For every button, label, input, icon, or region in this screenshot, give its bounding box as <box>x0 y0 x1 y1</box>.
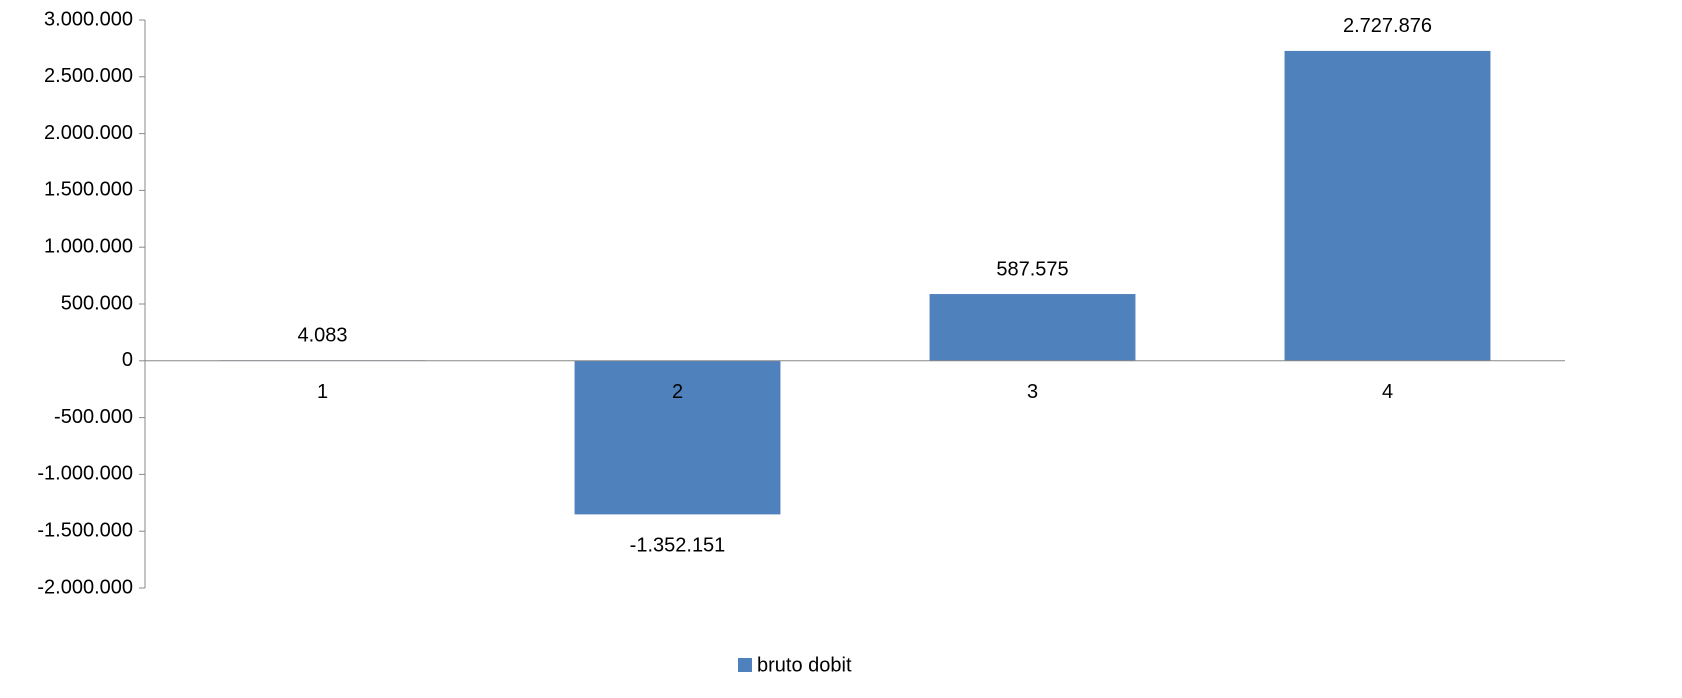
y-tick-label: 2.500.000 <box>44 65 133 87</box>
x-tick-label: 4 <box>1382 381 1393 403</box>
y-tick-label: -2.000.000 <box>37 576 133 598</box>
bar <box>929 294 1136 361</box>
y-tick-label: 500.000 <box>61 292 133 314</box>
bar <box>574 360 781 515</box>
y-tick-label: -1.500.000 <box>37 519 133 541</box>
x-tick-label: 3 <box>1027 381 1038 403</box>
y-tick-label: 2.000.000 <box>44 122 133 144</box>
y-tick-label: 3.000.000 <box>44 8 133 30</box>
data-label: 4.083 <box>297 325 347 347</box>
bar <box>1284 50 1491 361</box>
data-label: -1.352.151 <box>630 535 726 557</box>
y-tick-label: 1.000.000 <box>44 235 133 257</box>
data-label: 2.727.876 <box>1343 15 1432 37</box>
y-tick-label: 1.500.000 <box>44 179 133 201</box>
y-tick-label: -1.000.000 <box>37 463 133 485</box>
legend-label: bruto dobit <box>757 654 852 676</box>
legend-swatch <box>738 658 752 672</box>
x-tick-label: 2 <box>672 381 683 403</box>
y-tick-label: -500.000 <box>54 406 133 428</box>
x-tick-label: 1 <box>317 381 328 403</box>
data-label: 587.575 <box>996 258 1068 280</box>
y-tick-label: 0 <box>122 349 133 371</box>
